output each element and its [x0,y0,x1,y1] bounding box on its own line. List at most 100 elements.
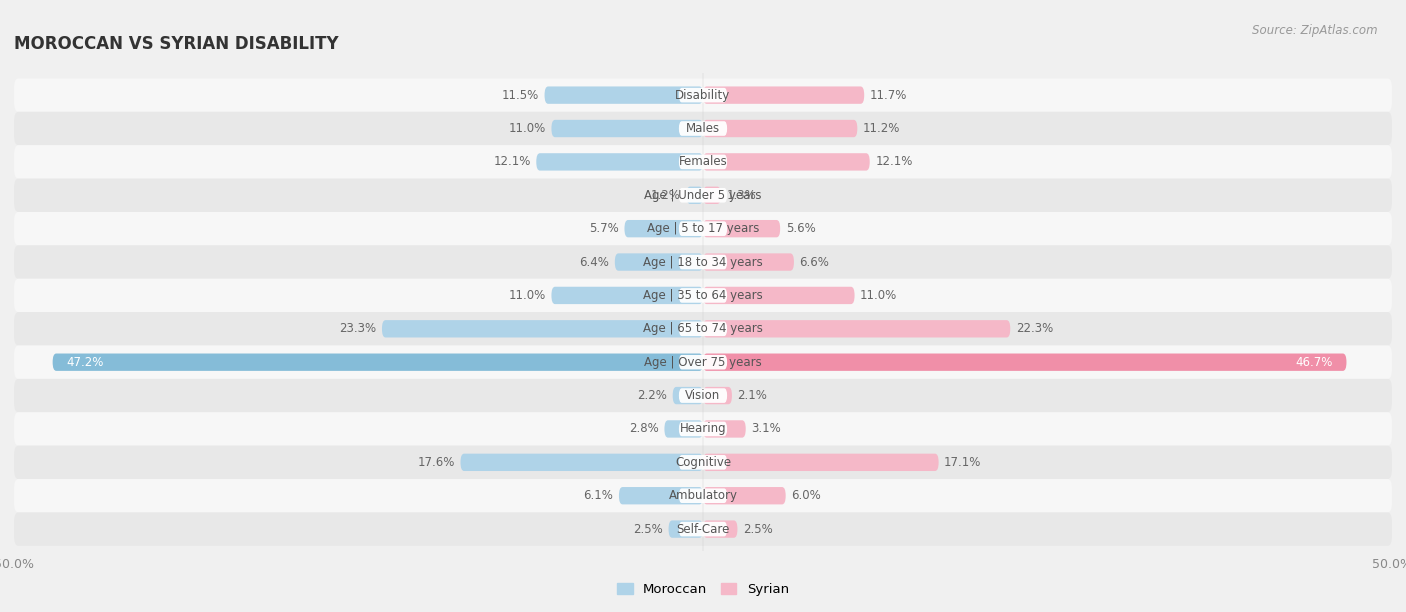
FancyBboxPatch shape [536,153,703,171]
FancyBboxPatch shape [679,522,727,536]
Text: Age | Under 5 years: Age | Under 5 years [644,188,762,202]
Text: Self-Care: Self-Care [676,523,730,536]
Text: Cognitive: Cognitive [675,456,731,469]
FancyBboxPatch shape [551,287,703,304]
FancyBboxPatch shape [703,487,786,504]
FancyBboxPatch shape [14,512,1392,546]
Text: 3.1%: 3.1% [751,422,780,436]
FancyBboxPatch shape [14,278,1392,312]
FancyBboxPatch shape [14,346,1392,379]
FancyBboxPatch shape [679,121,727,136]
FancyBboxPatch shape [14,379,1392,412]
Text: 5.7%: 5.7% [589,222,619,235]
Text: 6.4%: 6.4% [579,256,609,269]
FancyBboxPatch shape [703,320,1011,337]
Text: Age | 18 to 34 years: Age | 18 to 34 years [643,256,763,269]
FancyBboxPatch shape [14,312,1392,346]
FancyBboxPatch shape [703,187,721,204]
FancyBboxPatch shape [52,354,703,371]
Text: Age | 65 to 74 years: Age | 65 to 74 years [643,323,763,335]
FancyBboxPatch shape [703,220,780,237]
FancyBboxPatch shape [703,253,794,271]
FancyBboxPatch shape [669,520,703,538]
FancyBboxPatch shape [679,255,727,269]
Text: 17.6%: 17.6% [418,456,456,469]
Text: 6.0%: 6.0% [792,489,821,502]
Text: Males: Males [686,122,720,135]
Text: 11.0%: 11.0% [509,122,546,135]
FancyBboxPatch shape [14,78,1392,112]
FancyBboxPatch shape [703,86,865,104]
FancyBboxPatch shape [703,287,855,304]
FancyBboxPatch shape [686,187,703,204]
Text: 17.1%: 17.1% [945,456,981,469]
Text: Females: Females [679,155,727,168]
FancyBboxPatch shape [14,446,1392,479]
Text: Vision: Vision [685,389,721,402]
Text: Age | 35 to 64 years: Age | 35 to 64 years [643,289,763,302]
FancyBboxPatch shape [679,455,727,469]
FancyBboxPatch shape [703,354,1347,371]
FancyBboxPatch shape [14,145,1392,179]
FancyBboxPatch shape [703,453,939,471]
Text: 11.0%: 11.0% [860,289,897,302]
FancyBboxPatch shape [14,245,1392,278]
FancyBboxPatch shape [665,420,703,438]
FancyBboxPatch shape [703,387,733,405]
Text: 11.7%: 11.7% [870,89,907,102]
Text: 11.5%: 11.5% [502,89,538,102]
FancyBboxPatch shape [703,520,738,538]
FancyBboxPatch shape [679,388,727,403]
FancyBboxPatch shape [551,120,703,137]
Text: 2.8%: 2.8% [628,422,659,436]
FancyBboxPatch shape [544,86,703,104]
Text: 12.1%: 12.1% [875,155,912,168]
Text: 22.3%: 22.3% [1015,323,1053,335]
Text: Source: ZipAtlas.com: Source: ZipAtlas.com [1253,24,1378,37]
Text: 11.0%: 11.0% [509,289,546,302]
FancyBboxPatch shape [679,188,727,203]
FancyBboxPatch shape [14,479,1392,512]
Text: 2.5%: 2.5% [742,523,773,536]
FancyBboxPatch shape [461,453,703,471]
Text: 2.1%: 2.1% [738,389,768,402]
Text: Hearing: Hearing [679,422,727,436]
FancyBboxPatch shape [679,155,727,169]
FancyBboxPatch shape [679,355,727,370]
Text: MOROCCAN VS SYRIAN DISABILITY: MOROCCAN VS SYRIAN DISABILITY [14,35,339,53]
Text: 46.7%: 46.7% [1295,356,1333,368]
FancyBboxPatch shape [382,320,703,337]
Text: Ambulatory: Ambulatory [668,489,738,502]
FancyBboxPatch shape [679,488,727,503]
FancyBboxPatch shape [703,120,858,137]
Legend: Moroccan, Syrian: Moroccan, Syrian [612,578,794,602]
FancyBboxPatch shape [703,153,870,171]
Text: 23.3%: 23.3% [339,323,377,335]
FancyBboxPatch shape [14,412,1392,446]
FancyBboxPatch shape [14,179,1392,212]
Text: Age | 5 to 17 years: Age | 5 to 17 years [647,222,759,235]
FancyBboxPatch shape [14,212,1392,245]
FancyBboxPatch shape [672,387,703,405]
FancyBboxPatch shape [703,420,745,438]
Text: Disability: Disability [675,89,731,102]
Text: 11.2%: 11.2% [863,122,900,135]
Text: 12.1%: 12.1% [494,155,531,168]
Text: 47.2%: 47.2% [66,356,104,368]
FancyBboxPatch shape [679,88,727,102]
FancyBboxPatch shape [679,321,727,336]
FancyBboxPatch shape [14,112,1392,145]
Text: 6.6%: 6.6% [800,256,830,269]
Text: 2.5%: 2.5% [633,523,664,536]
Text: 1.3%: 1.3% [727,188,756,202]
FancyBboxPatch shape [614,253,703,271]
FancyBboxPatch shape [679,222,727,236]
FancyBboxPatch shape [619,487,703,504]
Text: 1.2%: 1.2% [651,188,681,202]
Text: Age | Over 75 years: Age | Over 75 years [644,356,762,368]
Text: 2.2%: 2.2% [637,389,668,402]
FancyBboxPatch shape [624,220,703,237]
FancyBboxPatch shape [679,288,727,303]
FancyBboxPatch shape [679,422,727,436]
Text: 6.1%: 6.1% [583,489,613,502]
